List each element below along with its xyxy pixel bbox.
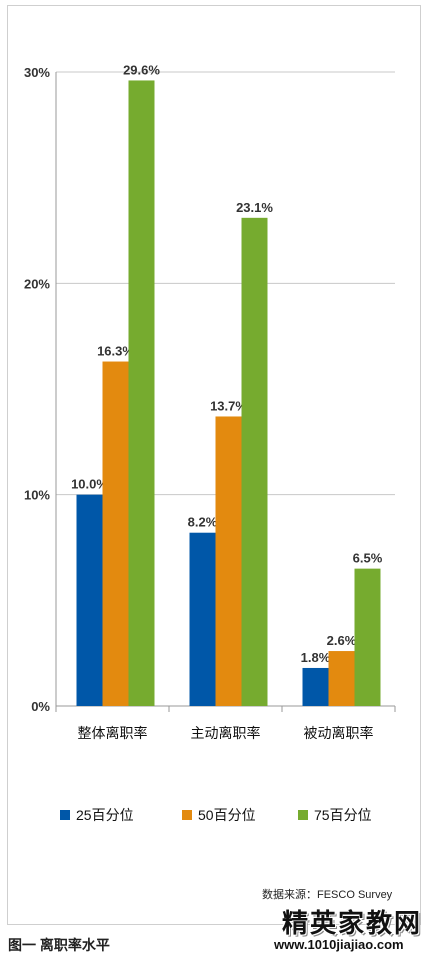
legend-label: 75百分位 xyxy=(314,807,372,823)
y-tick-label: 20% xyxy=(24,276,50,291)
legend-item: 75百分位 xyxy=(298,805,372,825)
data-label: 13.7% xyxy=(210,398,247,413)
data-label: 8.2% xyxy=(188,515,218,530)
watermark-url: www.1010jiajiao.com xyxy=(274,937,404,952)
bar xyxy=(328,651,355,706)
data-label: 2.6% xyxy=(327,633,357,648)
bar xyxy=(241,217,268,706)
y-tick-label: 10% xyxy=(24,488,50,503)
data-label: 29.6% xyxy=(123,62,160,77)
legend-swatch xyxy=(182,810,192,820)
data-label: 6.5% xyxy=(353,551,383,566)
legend: 25百分位 50百分位 75百分位 xyxy=(0,805,430,829)
y-tick-label: 30% xyxy=(24,65,50,80)
chart-frame xyxy=(7,5,421,925)
watermark-logo: 精英家教网 www.1010jiajiao.com xyxy=(274,903,430,963)
bar xyxy=(189,532,216,706)
legend-swatch xyxy=(60,810,70,820)
figure-caption: 图一 离职率水平 xyxy=(8,937,110,953)
bar xyxy=(76,494,103,706)
legend-item: 25百分位 xyxy=(60,805,134,825)
legend-swatch xyxy=(298,810,308,820)
legend-label: 50百分位 xyxy=(198,807,256,823)
bar xyxy=(128,80,155,707)
bar-chart: 0% 10% 20% 30% 10.0% 16.3% 29.6% 整体离职率 8.2% 13.7%… xyxy=(24,62,396,741)
legend-item: 50百分位 xyxy=(182,805,256,825)
y-tick-label: 0% xyxy=(31,699,50,714)
legend-label: 25百分位 xyxy=(76,807,134,823)
x-category-label: 被动离职率 xyxy=(304,725,374,741)
data-label: 10.0% xyxy=(71,477,108,492)
data-label: 16.3% xyxy=(97,344,134,359)
watermark-text: 精英家教网 xyxy=(282,908,423,938)
bar xyxy=(354,568,381,706)
data-label: 23.1% xyxy=(236,200,273,215)
source-note: 数据来源：FESCO Survey xyxy=(262,889,393,901)
bar xyxy=(102,361,129,706)
x-category-label: 主动离职率 xyxy=(191,725,261,741)
bar xyxy=(302,667,329,706)
x-category-label: 整体离职率 xyxy=(78,725,148,741)
bar xyxy=(215,416,242,706)
data-label: 1.8% xyxy=(301,650,331,665)
